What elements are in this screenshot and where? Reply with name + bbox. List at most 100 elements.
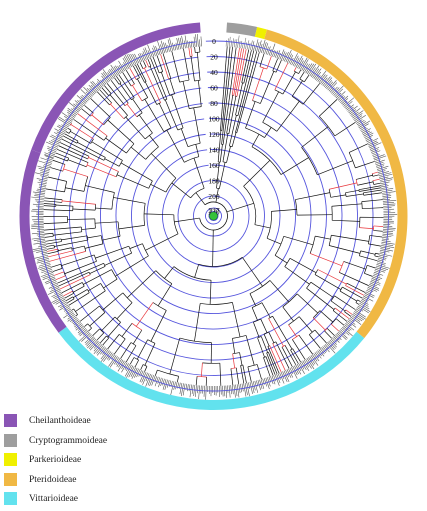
branch bbox=[141, 365, 143, 370]
tip-bar bbox=[237, 384, 239, 397]
branch bbox=[47, 248, 55, 250]
branch bbox=[364, 273, 372, 276]
branch bbox=[373, 230, 382, 231]
tip-bar bbox=[36, 201, 44, 202]
branch bbox=[161, 72, 169, 95]
branch-arc bbox=[132, 323, 142, 330]
tip-bar bbox=[38, 246, 46, 247]
branch bbox=[253, 322, 259, 337]
scale-label: 60 bbox=[210, 84, 218, 93]
tip-bar bbox=[197, 34, 198, 47]
tip-bar bbox=[168, 39, 171, 51]
branch-arc bbox=[63, 164, 65, 171]
tip-bar bbox=[40, 266, 51, 270]
tip-bar bbox=[241, 41, 242, 48]
branch bbox=[329, 183, 357, 189]
branch-arc bbox=[84, 177, 88, 192]
branch bbox=[242, 257, 262, 286]
branch bbox=[248, 367, 251, 382]
tip-bar bbox=[37, 234, 45, 235]
branch bbox=[105, 159, 119, 167]
tip-bar bbox=[51, 286, 58, 289]
branch bbox=[93, 329, 100, 336]
tip-bar bbox=[171, 381, 174, 395]
branch bbox=[77, 142, 105, 157]
branch bbox=[71, 124, 94, 139]
tip-bar bbox=[229, 385, 230, 397]
tip-bar bbox=[190, 385, 192, 398]
branch bbox=[299, 335, 313, 354]
tip-bar bbox=[338, 332, 347, 340]
scale-label: 160 bbox=[208, 161, 220, 170]
branch-arc bbox=[349, 152, 355, 167]
branch bbox=[195, 264, 199, 277]
branch bbox=[364, 193, 382, 196]
tip-bar bbox=[172, 43, 174, 51]
branch bbox=[357, 182, 373, 185]
branch-arc bbox=[72, 248, 73, 251]
tip-bar bbox=[329, 83, 337, 92]
branch bbox=[145, 366, 147, 371]
legend-swatch bbox=[4, 473, 17, 486]
branch-arc bbox=[104, 263, 105, 266]
branch bbox=[102, 317, 115, 331]
tip-bar bbox=[38, 236, 45, 237]
tip-bar bbox=[39, 181, 47, 183]
branch bbox=[232, 302, 240, 337]
tip-bar bbox=[37, 241, 45, 242]
tip-bar bbox=[189, 384, 190, 391]
branch bbox=[340, 291, 357, 301]
tip-bar bbox=[249, 43, 250, 50]
tip-bar bbox=[83, 87, 92, 96]
branch bbox=[146, 60, 149, 67]
tip-bar bbox=[35, 173, 48, 176]
branch bbox=[151, 153, 176, 178]
branch bbox=[275, 63, 288, 90]
tip-bar bbox=[255, 39, 258, 51]
branch-arc bbox=[129, 246, 132, 253]
tip-bar bbox=[89, 340, 97, 349]
branch bbox=[44, 227, 81, 230]
branch bbox=[97, 333, 104, 340]
tip-bar bbox=[382, 239, 389, 240]
tip-bar bbox=[184, 41, 185, 49]
branch bbox=[303, 83, 320, 104]
branch bbox=[255, 225, 270, 228]
tip-bar bbox=[240, 384, 241, 392]
tip-bar bbox=[376, 264, 389, 268]
branch bbox=[88, 157, 118, 171]
branch bbox=[130, 357, 134, 364]
branch-arc bbox=[268, 346, 270, 347]
branch-arc bbox=[174, 215, 178, 234]
tip-bar bbox=[191, 41, 192, 48]
branch bbox=[299, 70, 301, 74]
tip-bar bbox=[37, 260, 50, 263]
tip-bar bbox=[379, 174, 392, 177]
tip-bar bbox=[379, 173, 392, 176]
branch bbox=[92, 115, 104, 125]
branch bbox=[164, 267, 173, 279]
branch bbox=[372, 172, 378, 173]
branch-arc bbox=[142, 244, 148, 256]
tip-bar bbox=[236, 385, 237, 396]
branch-arc bbox=[104, 136, 107, 140]
branch-arc bbox=[285, 258, 290, 266]
tip-bar bbox=[37, 166, 49, 170]
legend-item-pteridoideae: Pteridoideae bbox=[4, 472, 204, 489]
branch bbox=[145, 82, 156, 105]
branch bbox=[110, 104, 123, 119]
branch bbox=[194, 303, 200, 341]
tip-bar bbox=[36, 191, 45, 192]
branch bbox=[44, 210, 73, 211]
branch bbox=[201, 363, 202, 377]
branch-arc bbox=[267, 211, 271, 238]
band-vittarioideae bbox=[59, 327, 365, 410]
tip-bar bbox=[33, 242, 45, 244]
tip-bar bbox=[383, 206, 395, 207]
branch bbox=[262, 303, 270, 318]
tip-bar bbox=[261, 40, 265, 53]
legend: Cheilanthoideae Cryptogrammoideae Parker… bbox=[4, 413, 204, 511]
branch bbox=[122, 323, 132, 336]
tip-bar bbox=[383, 228, 396, 229]
branch bbox=[285, 267, 310, 285]
